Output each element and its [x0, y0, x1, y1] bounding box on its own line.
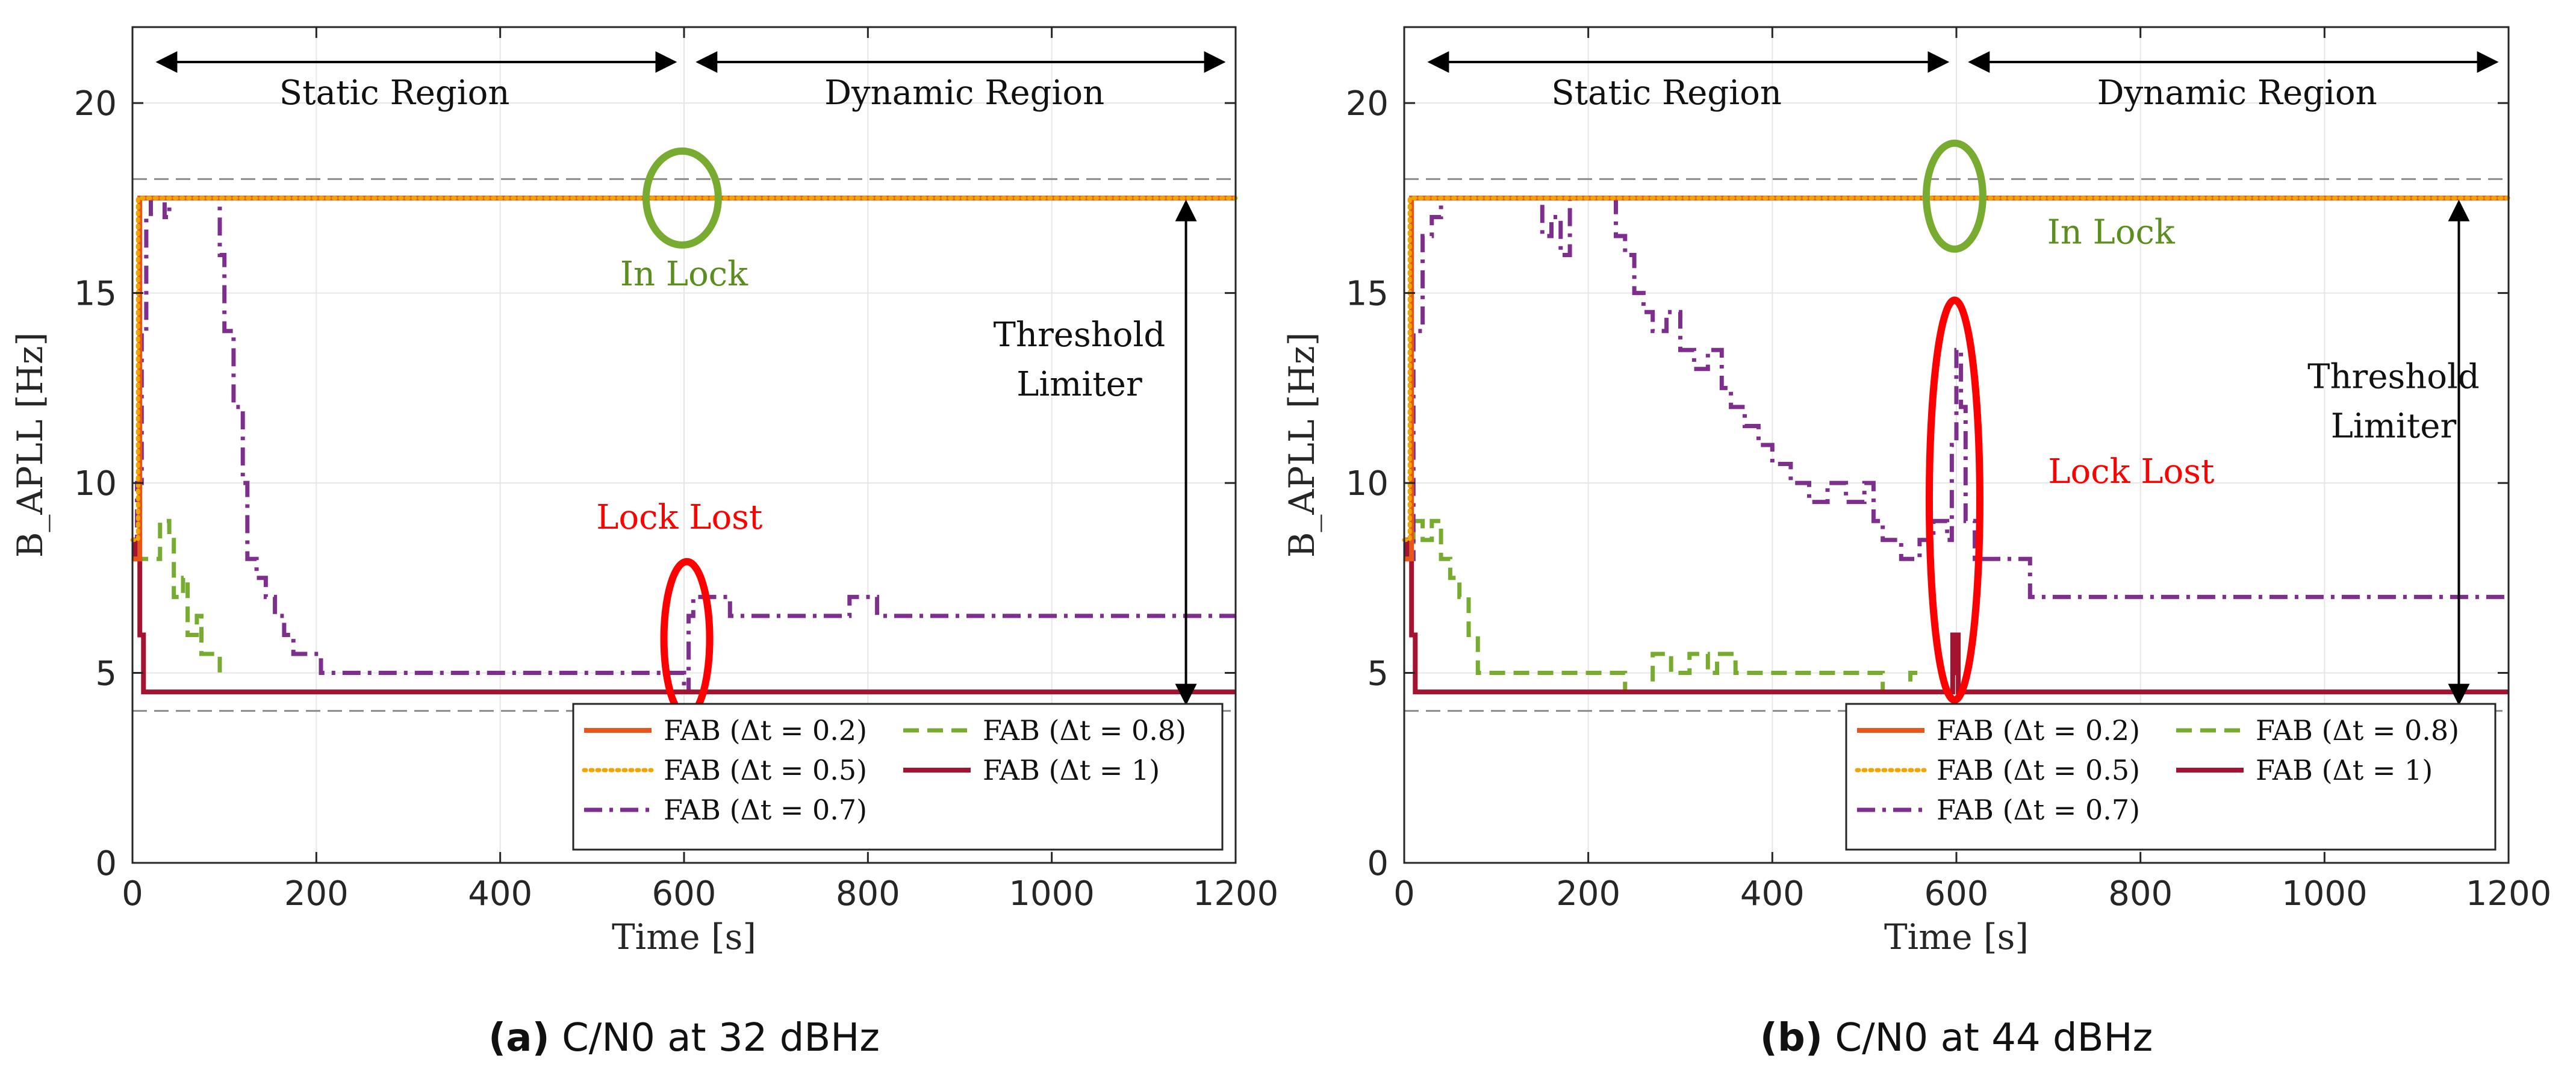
caption-label: (b): [1760, 1016, 1823, 1060]
x-tick-label: 0: [1393, 874, 1415, 913]
y-tick-label: 0: [95, 844, 117, 883]
series-line: [132, 537, 1236, 695]
caption: (a) C/N0 at 32 dBHz: [488, 1016, 880, 1060]
y-tick-label: 10: [74, 464, 117, 503]
axis-ticks: 0 200 400 600 800 1000 1200 0 5 10 15 20: [1346, 27, 2552, 913]
legend-item-dt05: FAB (Δt = 0.5): [582, 754, 867, 786]
in-lock-label: In Lock: [2047, 213, 2176, 252]
series-group: [1402, 195, 2511, 695]
x-tick-label: 1000: [2282, 874, 2368, 913]
caption-label: (a): [488, 1016, 550, 1060]
legend-label: FAB (Δt = 0.8): [983, 714, 1186, 747]
threshold-label: Threshold: [2307, 357, 2480, 396]
annotations: Static Region Dynamic Region In Lock Loc…: [1427, 51, 2499, 706]
x-tick-label: 600: [1924, 874, 1989, 913]
x-axis-label: Time [s]: [1884, 916, 2029, 957]
y-tick-label: 5: [1367, 655, 1389, 694]
legend: FAB (Δt = 0.2) FAB (Δt = 0.8) FAB (Δt = …: [572, 703, 1224, 851]
in-lock-ellipse: [642, 147, 722, 249]
legend-label: FAB (Δt = 0.5): [1937, 754, 2140, 786]
x-tick-label: 800: [2108, 874, 2173, 913]
x-tick-label: 400: [468, 874, 532, 913]
legend-item-dt07: FAB (Δt = 0.7): [584, 794, 867, 826]
y-axis-label: B_APLL [Hz]: [10, 332, 51, 558]
x-tick-label: 1000: [1009, 874, 1095, 913]
legend: FAB (Δt = 0.2) FAB (Δt = 0.8) FAB (Δt = …: [1845, 703, 2497, 851]
legend-label: FAB (Δt = 1): [2256, 754, 2433, 786]
y-tick-label: 15: [1346, 275, 1389, 314]
legend-label: FAB (Δt = 0.7): [664, 794, 867, 826]
legend-item-dt02: FAB (Δt = 0.2): [584, 714, 867, 747]
legend-item-dt02: FAB (Δt = 0.2): [1857, 714, 2140, 747]
lock-lost-ellipse: [1925, 296, 1983, 704]
threshold-label: Threshold: [994, 316, 1166, 355]
series-group: [130, 195, 1238, 695]
y-tick-label: 0: [1367, 844, 1389, 883]
dynamic-region-label: Dynamic Region: [2097, 73, 2377, 113]
legend-item-dt1: FAB (Δt = 1): [903, 754, 1160, 786]
annotations: Static Region Dynamic Region In Lock Loc…: [155, 51, 1226, 720]
lock-lost-label: Lock Lost: [2048, 452, 2215, 491]
y-tick-label: 20: [74, 84, 117, 123]
y-axis-label: B_APLL [Hz]: [1281, 332, 1322, 558]
caption-text: C/N0 at 32 dBHz: [562, 1016, 880, 1060]
legend-label: FAB (Δt = 0.8): [2256, 714, 2459, 747]
series-line: [1402, 196, 2511, 543]
series-line: [130, 196, 1238, 543]
y-tick-label: 10: [1346, 464, 1389, 503]
legend-item-dt05: FAB (Δt = 0.5): [1855, 754, 2140, 786]
limiter-label: Limiter: [1016, 365, 1142, 404]
x-tick-label: 0: [122, 874, 143, 913]
legend-item-dt1: FAB (Δt = 1): [2176, 754, 2433, 786]
axis-ticks: 0 200 400 600 800 1000 1200 0 5 10 15 20: [74, 27, 1279, 913]
y-tick-label: 5: [95, 655, 117, 694]
x-tick-label: 800: [836, 874, 900, 913]
legend-label: FAB (Δt = 1): [983, 754, 1160, 786]
legend-label: FAB (Δt = 0.2): [664, 714, 867, 747]
legend-item-dt07: FAB (Δt = 0.7): [1857, 794, 2140, 826]
y-tick-label: 15: [74, 275, 117, 314]
in-lock-ellipse: [1922, 139, 1986, 253]
x-tick-label: 200: [1556, 874, 1620, 913]
legend-label: FAB (Δt = 0.5): [664, 754, 867, 786]
series-line: [1404, 196, 2509, 599]
lock-lost-label: Lock Lost: [596, 498, 763, 537]
legend-label: FAB (Δt = 0.2): [1937, 714, 2140, 747]
limiter-label: Limiter: [2331, 406, 2457, 446]
legend-label: FAB (Δt = 0.7): [1937, 794, 2140, 826]
x-axis-label: Time [s]: [612, 916, 756, 957]
static-region-label: Static Region: [1551, 73, 1782, 113]
x-tick-label: 1200: [2466, 874, 2552, 913]
dynamic-region-label: Dynamic Region: [824, 73, 1104, 113]
x-tick-label: 1200: [1193, 874, 1279, 913]
legend-box: [572, 703, 1224, 851]
legend-item-dt08: FAB (Δt = 0.8): [903, 714, 1186, 747]
chart-panel-a: 0 200 400 600 800 1000 1200 0 5 10 15 20 Static Reg…: [10, 26, 1279, 1060]
caption: (b) C/N0 at 44 dBHz: [1760, 1016, 2153, 1060]
x-tick-label: 600: [652, 874, 717, 913]
in-lock-label: In Lock: [620, 255, 748, 294]
series-line: [1404, 518, 1920, 694]
caption-text: C/N0 at 44 dBHz: [1835, 1016, 2153, 1060]
legend-box: [1845, 703, 2497, 851]
chart-panel-b: 0 200 400 600 800 1000 1200 0 5 10 15 20 Static Reg…: [1281, 26, 2552, 1060]
y-tick-label: 20: [1346, 84, 1389, 123]
static-region-label: Static Region: [279, 73, 510, 113]
x-tick-label: 400: [1740, 874, 1805, 913]
series-line: [132, 518, 222, 673]
x-tick-label: 200: [284, 874, 349, 913]
legend-item-dt08: FAB (Δt = 0.8): [2176, 714, 2459, 747]
